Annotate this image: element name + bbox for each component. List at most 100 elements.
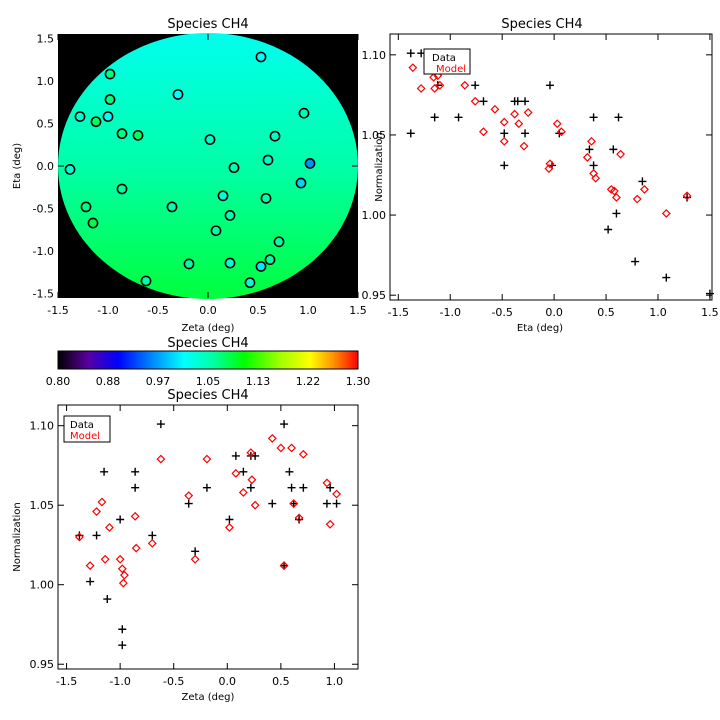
data-point xyxy=(287,483,296,492)
map-point xyxy=(228,162,240,174)
map-point xyxy=(204,134,216,145)
zeta-plot-frame xyxy=(57,404,359,670)
data-point xyxy=(454,113,463,122)
y-tick-label: 1.0 xyxy=(37,75,55,88)
x-tick-label: -0.5 xyxy=(491,306,512,319)
eta-title: Species CH4 xyxy=(501,17,582,32)
map-point xyxy=(87,217,99,229)
data-point xyxy=(589,161,598,170)
eta-y-ticks: 0.95 1.00 1.05 1.10 xyxy=(362,49,712,302)
map-point xyxy=(224,209,236,221)
y-tick-label: -1.0 xyxy=(33,245,54,258)
x-tick-label: 0.0 xyxy=(219,675,237,688)
colorbar-tick-label: 0.97 xyxy=(146,375,171,388)
map-point xyxy=(210,225,222,237)
y-tick-label: 1.10 xyxy=(30,420,55,433)
map-point xyxy=(140,275,152,287)
x-tick-label: -1.5 xyxy=(47,304,68,317)
data-point xyxy=(589,113,598,122)
y-tick-label: 1.5 xyxy=(37,32,55,45)
model-point xyxy=(499,136,509,146)
model-point xyxy=(294,513,304,523)
colorbar-tick-label: 0.80 xyxy=(46,375,71,388)
model-point xyxy=(202,454,212,464)
data-point xyxy=(231,451,240,460)
zeta-y-ticks: 0.95 1.00 1.05 1.10 xyxy=(30,420,358,671)
zeta-legend-data: Data xyxy=(70,420,94,431)
x-tick-label: -1.5 xyxy=(388,306,409,319)
data-point xyxy=(116,515,125,524)
map-point xyxy=(104,68,116,80)
model-point xyxy=(470,96,480,106)
map-point xyxy=(183,258,195,270)
colorbar xyxy=(57,350,359,370)
data-point xyxy=(322,499,331,508)
map-point xyxy=(166,201,178,213)
y-tick-label: -1.5 xyxy=(33,288,54,301)
zeta-panel: Species CH4 -1.5 -1.0 -0.5 0.0 0.5 1.0 0.95 1.… xyxy=(12,388,359,703)
colorbar-tick-label: 1.22 xyxy=(296,375,321,388)
model-point xyxy=(119,570,129,580)
data-point xyxy=(430,113,439,122)
model-point xyxy=(640,184,649,194)
x-tick-label: 0.5 xyxy=(597,306,615,319)
colorbar-title: Species CH4 xyxy=(167,336,248,351)
model-point xyxy=(499,117,509,127)
model-point xyxy=(479,127,488,137)
model-point xyxy=(325,519,335,529)
model-point xyxy=(250,500,260,510)
data-point xyxy=(406,129,415,138)
data-point xyxy=(148,531,157,540)
y-tick-label: 1.05 xyxy=(30,499,55,512)
model-point xyxy=(92,507,102,517)
colorbar-tick-label: 0.88 xyxy=(96,375,121,388)
model-point xyxy=(104,523,114,532)
eta-panel: Species CH4 -1.5 -1.0 -0.5 0.0 0.5 1.0 1.5 0.9… xyxy=(362,17,719,334)
eta-y-label: Normalization xyxy=(374,132,385,202)
model-point xyxy=(408,63,418,73)
x-tick-label: 0.5 xyxy=(249,304,267,317)
model-point xyxy=(545,159,555,169)
data-point xyxy=(299,483,308,492)
zeta-points xyxy=(74,420,342,650)
model-point xyxy=(460,80,470,90)
data-point xyxy=(100,467,109,476)
x-tick-label: 0.0 xyxy=(199,304,217,317)
data-point xyxy=(118,625,127,634)
map-point xyxy=(172,89,184,100)
eta-legend-box xyxy=(423,48,471,75)
map-point xyxy=(224,257,236,269)
map-point xyxy=(74,111,86,123)
x-tick-label: -1.5 xyxy=(56,675,77,688)
model-point xyxy=(661,209,671,218)
map-y-label: Eta (deg) xyxy=(12,143,23,189)
data-point xyxy=(585,145,594,154)
model-point xyxy=(490,104,500,114)
data-point xyxy=(614,113,623,122)
data-point xyxy=(251,451,260,460)
data-point xyxy=(280,561,289,570)
colorbar-panel: Species CH4 0.80 0.88 0.97 1.05 1.13 1.22 1.30 xyxy=(46,336,371,388)
map-point xyxy=(273,236,285,248)
model-point xyxy=(238,488,248,497)
model-point xyxy=(435,80,445,90)
y-tick-label: 1.00 xyxy=(362,209,387,222)
y-tick-label: 0.0 xyxy=(37,160,55,173)
data-point xyxy=(289,499,298,508)
model-point xyxy=(279,561,289,571)
data-point xyxy=(202,483,211,492)
model-point xyxy=(100,554,110,564)
data-point xyxy=(638,177,647,186)
model-point xyxy=(587,136,596,146)
model-point xyxy=(322,478,332,488)
data-point xyxy=(326,483,335,492)
model-point xyxy=(514,119,524,129)
model-point xyxy=(523,108,533,117)
map-field xyxy=(58,33,358,299)
model-point xyxy=(544,164,554,174)
data-point xyxy=(604,225,613,234)
x-tick-label: 1.5 xyxy=(349,304,367,317)
data-point xyxy=(471,81,480,90)
eta-x-label: Eta (deg) xyxy=(517,323,563,334)
